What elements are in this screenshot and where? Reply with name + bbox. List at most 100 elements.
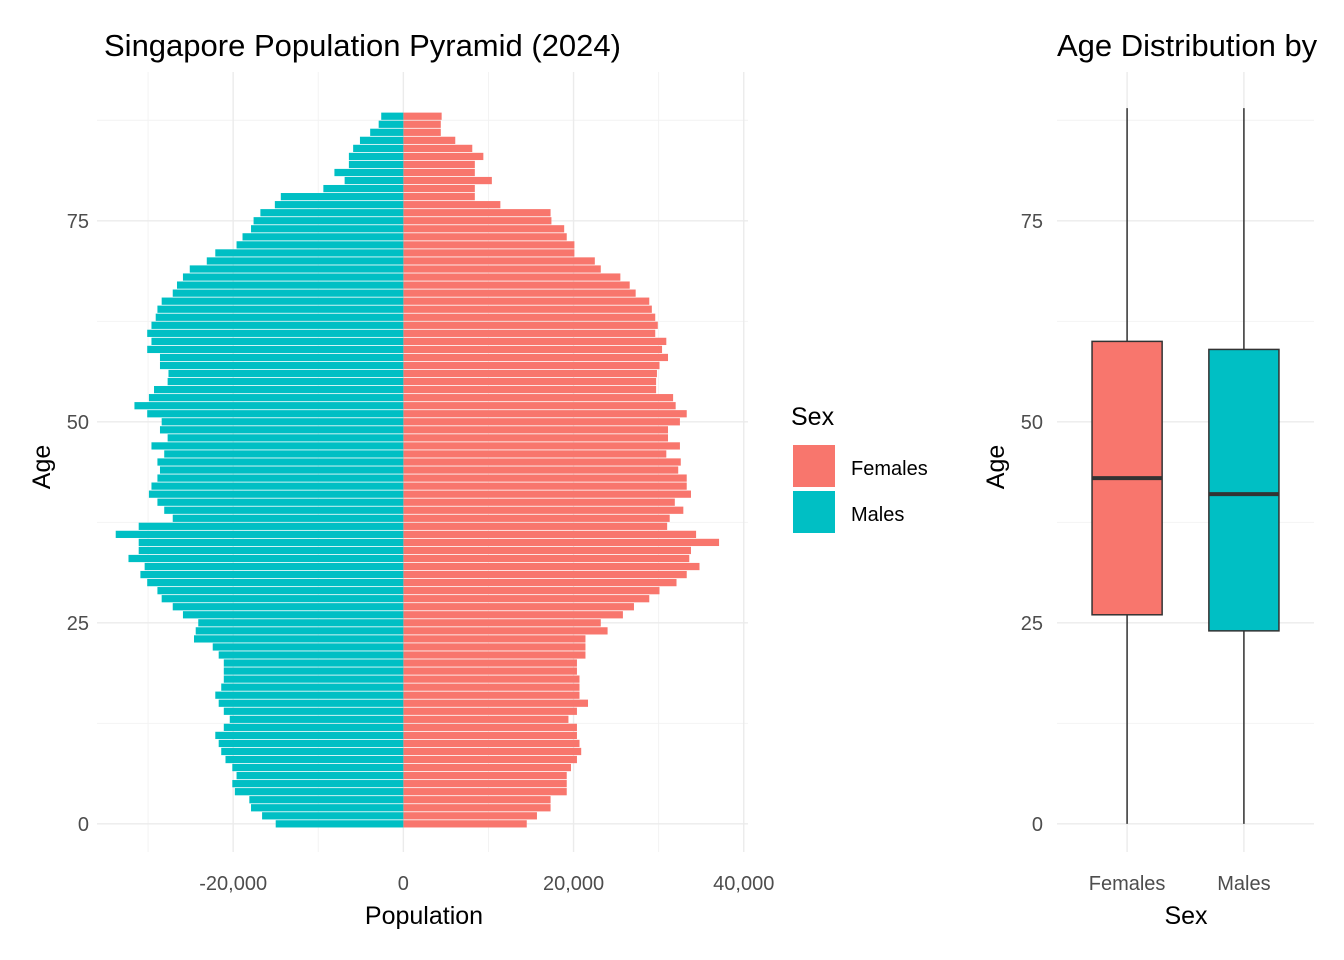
bar-females-age-4 xyxy=(403,788,567,796)
bar-females-age-42 xyxy=(403,482,687,490)
bar-males-age-46 xyxy=(164,450,404,458)
bar-females-age-31 xyxy=(403,570,687,579)
pyramid-title: Singapore Population Pyramid (2024) xyxy=(104,28,621,63)
legend-swatch-females xyxy=(793,445,835,487)
bar-males-age-41 xyxy=(148,490,404,498)
bar-females-age-43 xyxy=(403,474,687,482)
bar-females-age-71 xyxy=(403,249,575,257)
bar-males-age-44 xyxy=(159,466,404,474)
pyramid-x-tick-label: 0 xyxy=(398,873,409,895)
bar-males-age-42 xyxy=(151,482,404,490)
bar-males-age-45 xyxy=(157,458,404,466)
bar-males-age-85 xyxy=(359,136,404,144)
bar-males-age-28 xyxy=(161,595,404,603)
bar-females-age-65 xyxy=(403,297,650,305)
bar-males-age-9 xyxy=(221,747,404,756)
bar-females-age-48 xyxy=(403,434,669,442)
bar-males-age-62 xyxy=(151,321,404,329)
bar-males-age-84 xyxy=(353,144,404,153)
bar-males-age-74 xyxy=(251,225,404,233)
bar-females-age-81 xyxy=(403,168,475,177)
bar-males-age-39 xyxy=(164,506,404,514)
bar-males-age-70 xyxy=(206,257,404,265)
bar-males-age-65 xyxy=(161,297,404,305)
bar-males-age-86 xyxy=(370,128,404,136)
bar-females-age-37 xyxy=(403,522,668,530)
bar-males-age-80 xyxy=(344,176,404,185)
bar-females-age-88 xyxy=(403,112,442,120)
bar-females-age-68 xyxy=(403,273,621,281)
pyramid-y-tick-label: 0 xyxy=(78,814,89,836)
bar-females-age-10 xyxy=(403,739,580,748)
bar-females-age-20 xyxy=(403,659,577,667)
bar-males-age-24 xyxy=(195,627,404,635)
bar-females-age-27 xyxy=(403,603,634,611)
bar-females-age-2 xyxy=(403,804,551,812)
bar-males-age-33 xyxy=(128,554,404,563)
bar-males-age-3 xyxy=(249,796,404,804)
bar-females-age-51 xyxy=(403,410,687,418)
bar-females-age-46 xyxy=(403,450,667,458)
bar-males-age-30 xyxy=(147,579,404,587)
bar-females-age-75 xyxy=(403,217,552,225)
legend-label-males: Males xyxy=(851,504,904,526)
bar-males-age-7 xyxy=(232,763,404,772)
bar-females-age-85 xyxy=(403,136,456,144)
bar-females-age-62 xyxy=(403,321,658,329)
bar-females-age-57 xyxy=(403,361,660,370)
bar-females-age-77 xyxy=(403,201,501,209)
bar-females-age-25 xyxy=(403,619,601,627)
bar-males-age-0 xyxy=(275,820,404,828)
bar-males-age-51 xyxy=(147,410,404,418)
bar-females-age-55 xyxy=(403,377,657,386)
bar-females-age-36 xyxy=(403,530,697,538)
bar-females-age-9 xyxy=(403,747,582,756)
bar-males-age-55 xyxy=(167,377,404,386)
bar-females-age-24 xyxy=(403,627,608,635)
bar-females-age-83 xyxy=(403,152,484,161)
legend: Sex Females Males xyxy=(791,403,928,533)
bar-females-age-21 xyxy=(403,651,586,659)
bar-males-age-2 xyxy=(251,804,404,812)
pyramid-y-tick-label: 50 xyxy=(67,412,89,434)
bar-males-age-27 xyxy=(172,603,404,611)
bar-females-age-84 xyxy=(403,144,473,153)
bar-females-age-79 xyxy=(403,184,475,193)
bar-males-age-59 xyxy=(147,345,404,354)
bar-males-age-63 xyxy=(155,313,404,321)
bar-males-age-4 xyxy=(234,788,404,796)
bar-males-age-88 xyxy=(381,112,404,120)
bar-males-age-76 xyxy=(260,209,404,217)
bar-males-age-34 xyxy=(138,546,404,555)
bar-females-age-45 xyxy=(403,458,681,466)
bar-males-age-22 xyxy=(212,643,404,651)
legend-title: Sex xyxy=(791,403,835,431)
bar-females-age-28 xyxy=(403,595,650,603)
bar-males-age-87 xyxy=(378,120,404,128)
bar-females-age-44 xyxy=(403,466,679,474)
bar-males-age-1 xyxy=(262,812,404,820)
pyramid-y-tick-labels: 0 25 50 75 xyxy=(67,211,89,836)
bar-males-age-37 xyxy=(138,522,404,530)
bar-males-age-78 xyxy=(280,193,404,201)
bar-males-age-54 xyxy=(154,386,404,394)
bar-females-age-73 xyxy=(403,233,567,241)
bar-females-age-56 xyxy=(403,369,657,378)
bar-females-age-12 xyxy=(403,723,577,731)
bar-males-age-32 xyxy=(144,562,404,571)
bar-males-age-15 xyxy=(218,699,404,707)
box-males xyxy=(1208,348,1280,632)
pyramid-x-tick-label: 20,000 xyxy=(543,873,604,895)
bar-males-age-52 xyxy=(134,402,404,410)
bar-females-age-30 xyxy=(403,579,677,587)
bar-males-age-6 xyxy=(236,771,404,780)
bar-females-age-58 xyxy=(403,353,669,362)
bar-males-age-17 xyxy=(221,683,404,691)
legend-label-females: Females xyxy=(851,458,928,480)
bar-males-age-10 xyxy=(218,739,404,748)
bar-females-age-52 xyxy=(403,402,676,410)
bar-males-age-40 xyxy=(157,498,404,506)
bar-males-age-12 xyxy=(223,723,404,731)
pyramid-bars xyxy=(115,112,720,828)
